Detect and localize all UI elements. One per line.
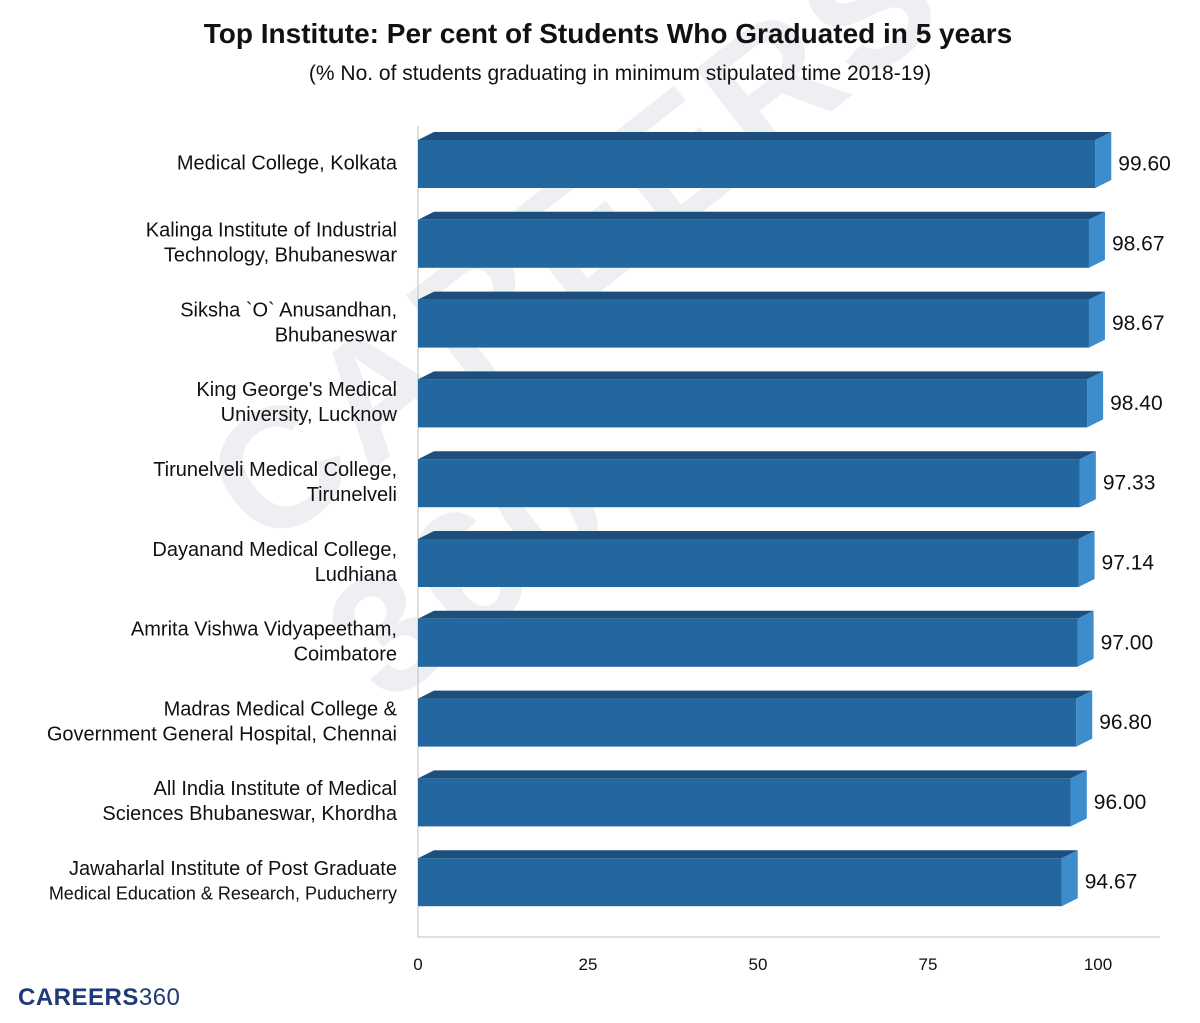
bar-top — [418, 132, 1112, 140]
category-label: Bhubaneswar — [275, 324, 398, 346]
bar-top — [418, 211, 1105, 220]
bar — [418, 618, 1078, 667]
bar-side — [1088, 291, 1105, 348]
data-label: 94.67 — [1085, 871, 1138, 894]
category-label: University, Lucknow — [221, 404, 398, 426]
category-label: Government General Hospital, Chennai — [47, 723, 397, 745]
bar-group — [418, 211, 1105, 268]
bar — [418, 140, 1096, 188]
category-label: Technology, Bhubaneswar — [164, 245, 397, 267]
category-label: Medical College, Kolkata — [177, 152, 398, 174]
bar — [418, 778, 1071, 827]
category-label: Medical Education & Research, Puducherry — [49, 883, 397, 903]
x-tick-label: 50 — [749, 955, 768, 974]
bar-side — [1079, 451, 1096, 508]
category-label: Coimbatore — [294, 644, 397, 666]
bar-side — [1088, 211, 1105, 268]
category-label: Siksha `O` Anusandhan, — [180, 299, 397, 321]
bar-side — [1077, 610, 1094, 667]
category-label: Kalinga Institute of Industrial — [146, 220, 397, 242]
category-label: King George's Medical — [196, 379, 397, 401]
category-label: Dayanand Medical College, — [152, 539, 397, 561]
bar-top — [418, 770, 1087, 779]
bar-group — [418, 132, 1112, 188]
bar-top — [418, 451, 1096, 460]
category-label: Ludhiana — [315, 564, 398, 586]
bar-group — [418, 690, 1093, 747]
data-label: 98.40 — [1110, 392, 1163, 415]
data-label: 99.60 — [1118, 153, 1171, 176]
bar — [418, 858, 1062, 907]
bar-top — [418, 610, 1094, 619]
category-label: Amrita Vishwa Vidyapeetham, — [131, 619, 397, 641]
x-tick-label: 25 — [579, 955, 598, 974]
category-label: Jawaharlal Institute of Post Graduate — [69, 858, 397, 880]
bar — [418, 379, 1088, 428]
bar — [418, 459, 1080, 508]
x-tick-label: 0 — [413, 955, 422, 974]
bar-top — [418, 690, 1093, 699]
bar-side — [1087, 371, 1104, 428]
chart-subtitle: (% No. of students graduating in minimum… — [308, 62, 932, 85]
category-label: Madras Medical College & — [164, 698, 398, 720]
brand-number: 360 — [138, 984, 181, 1011]
bar-top — [418, 531, 1095, 539]
brand-name: CAREERS — [18, 984, 139, 1011]
bar-side — [1078, 531, 1095, 587]
data-label: 96.80 — [1099, 711, 1152, 734]
x-tick-label: 75 — [919, 955, 938, 974]
data-label: 98.67 — [1112, 232, 1165, 255]
data-label: 97.00 — [1101, 631, 1154, 654]
bar-side — [1070, 770, 1087, 827]
brand-logo: CAREERS360 — [18, 984, 180, 1012]
bar — [418, 219, 1089, 268]
bar-top — [418, 850, 1078, 859]
bar-top — [418, 371, 1104, 380]
x-tick-label: 100 — [1084, 955, 1112, 974]
bar — [418, 539, 1079, 587]
bar-group — [418, 610, 1094, 667]
category-label: Sciences Bhubaneswar, Khordha — [102, 803, 398, 825]
bar-side — [1095, 132, 1112, 188]
chart-title: Top Institute: Per cent of Students Who … — [203, 18, 1013, 49]
data-label: 97.14 — [1102, 552, 1155, 575]
bar-side — [1076, 690, 1093, 747]
bar — [418, 299, 1089, 348]
category-label: Tirunelveli Medical College, — [153, 459, 397, 481]
bar-group — [418, 770, 1087, 827]
bar-group — [418, 371, 1104, 428]
category-label: Tirunelveli — [307, 484, 397, 506]
bar-group — [418, 291, 1105, 348]
bar-group — [418, 850, 1078, 907]
category-label: All India Institute of Medical — [154, 778, 397, 800]
bar-side — [1061, 850, 1078, 907]
data-label: 96.00 — [1094, 791, 1147, 814]
data-label: 98.67 — [1112, 312, 1165, 335]
bar-group — [418, 451, 1096, 508]
bar-group — [418, 531, 1095, 587]
bar-top — [418, 291, 1105, 300]
data-label: 97.33 — [1103, 472, 1156, 495]
bar — [418, 698, 1077, 747]
